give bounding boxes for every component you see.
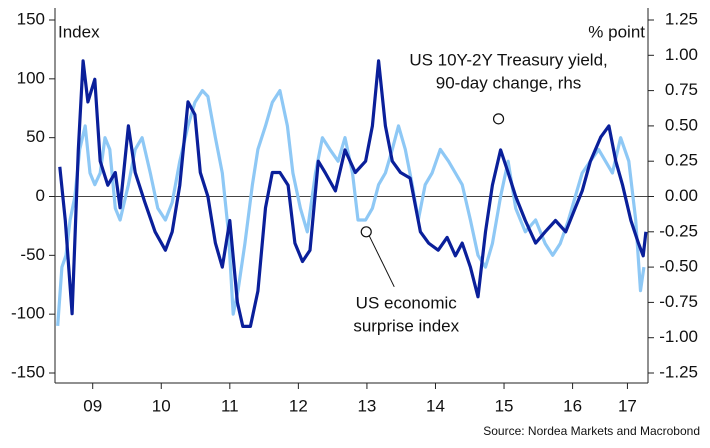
y2-tick-label: -0.75: [659, 292, 698, 311]
y-tick-label: -150: [11, 362, 45, 381]
x-tick-label: 10: [152, 396, 171, 415]
y2-tick-label: -0.25: [659, 221, 698, 240]
annotation-marker: [492, 113, 505, 125]
y-tick-label: 150: [17, 9, 45, 28]
y2-tick-label: 1.25: [665, 9, 698, 28]
y2-axis-label: % point: [588, 22, 645, 41]
annotation-text: surprise index: [353, 316, 459, 335]
y2-tick-label: 0.25: [665, 151, 698, 170]
annotation-leader: [368, 235, 395, 288]
y-tick-label: 100: [17, 68, 45, 87]
y-tick-label: 0: [36, 186, 45, 205]
x-tick-label: 14: [426, 396, 445, 415]
y2-tick-label: 0.00: [665, 186, 698, 205]
y2-tick-label: 0.75: [665, 80, 698, 99]
y-tick-label: -100: [11, 304, 45, 323]
y2-tick-label: 1.00: [665, 45, 698, 64]
y2-tick-label: 0.50: [665, 115, 698, 134]
source: Source: Nordea Markets and Macrobond: [483, 424, 700, 438]
y2-tick-label: -1.25: [659, 362, 698, 381]
series-line: [58, 59, 648, 328]
annotation-marker: [360, 226, 372, 238]
y2-tick-label: -1.00: [659, 327, 698, 346]
x-tick-label: 13: [357, 396, 376, 415]
x-tick-label: 15: [495, 396, 514, 415]
x-tick-label: 16: [563, 396, 582, 415]
annotation-text: US 10Y-2Y Treasury yield,: [409, 50, 607, 69]
annotation-text: 90-day change, rhs: [436, 73, 582, 92]
x-tick-label: 09: [83, 396, 102, 415]
x-tick-label: 11: [221, 396, 239, 415]
y-axis-label: Index: [58, 22, 100, 41]
y-tick-label: -50: [20, 245, 45, 264]
x-tick-label: 17: [618, 396, 637, 415]
x-tick-label: 12: [289, 396, 308, 415]
annotation-text: US economic: [356, 293, 458, 312]
y-tick-label: 50: [26, 127, 45, 146]
y2-tick-label: -0.50: [659, 257, 698, 276]
